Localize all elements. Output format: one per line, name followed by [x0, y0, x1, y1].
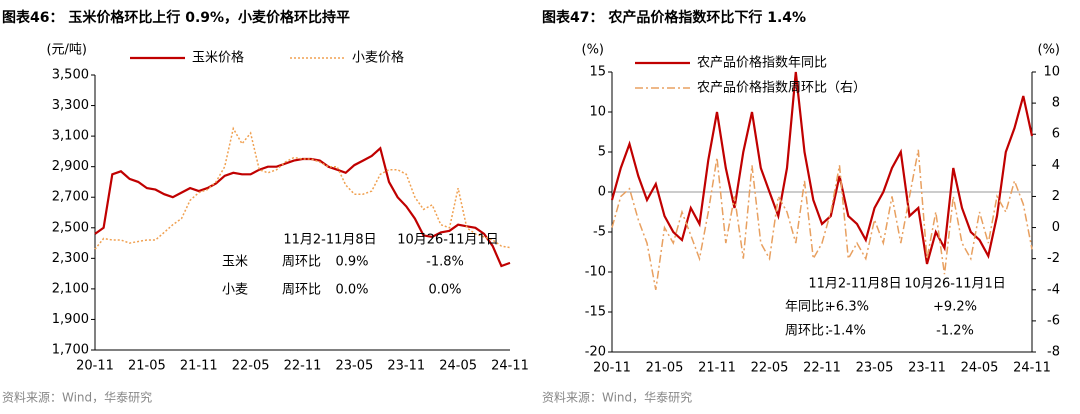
annotation-header: 10月26-11月1日 [397, 233, 499, 248]
y-axis-label: (%) [582, 43, 605, 58]
x-tick-label: 21-05 [646, 361, 684, 376]
annotation-cell: +6.3% [825, 300, 869, 315]
y-axis-label: (元/吨) [46, 43, 87, 58]
annotation-cell: 年同比： [785, 300, 837, 315]
y2-tick-label: 0 [1052, 220, 1060, 235]
series-line [94, 146, 511, 268]
x-tick-label: 23-11 [387, 359, 425, 374]
y-tick-label: 2,900 [52, 159, 89, 174]
annotation-cell: 0.0% [428, 283, 461, 298]
y-tick-label: -5 [593, 225, 606, 240]
x-tick-label: 20-11 [593, 361, 631, 376]
annotation-cell: 周环比： [785, 324, 837, 339]
y2-tick-label: 6 [1052, 127, 1060, 142]
y2-tick-label: 8 [1052, 96, 1060, 111]
source: 资料来源：Wind，华泰研究 [2, 390, 152, 405]
source: 资料来源：Wind，华泰研究 [542, 390, 692, 405]
y-tick-label: 10 [589, 105, 606, 120]
y-tick-label: -15 [585, 305, 606, 320]
annotation-cell: 0.0% [335, 283, 368, 298]
y-tick-label: 3,500 [52, 68, 89, 83]
annotation-cell: 周环比 [282, 283, 321, 298]
y2-tick-label: -8 [1047, 345, 1060, 360]
x-tick-label: 23-05 [335, 359, 373, 374]
y2-tick-label: 4 [1052, 158, 1060, 173]
y2-tick-label: -4 [1047, 282, 1060, 297]
y2-axis-label: (%) [1038, 43, 1061, 58]
legend-label: 农产品价格指数年同比 [697, 55, 827, 71]
chart: 图表47： 农产品价格指数环比下行 1.4% (%) (%) 资料来源：Wind，华泰… [542, 9, 1061, 405]
series-line [611, 149, 1033, 290]
legend-label: 玉米价格 [192, 50, 244, 66]
annotation-cell: 0.9% [335, 255, 368, 270]
x-tick-label: 22-11 [284, 359, 322, 374]
y-tick-label: 2,500 [52, 220, 89, 235]
x-tick-label: 24-05 [439, 359, 477, 374]
x-tick-label: 24-05 [961, 361, 999, 376]
x-tick-label: 23-05 [856, 361, 894, 376]
y-tick-label: 1,900 [52, 312, 89, 327]
annotation-cell: -1.2% [936, 324, 974, 339]
x-tick-label: 22-05 [232, 359, 270, 374]
y2-tick-label: -6 [1047, 313, 1060, 328]
annotation-cell: 周环比 [282, 255, 321, 270]
x-tick-label: 22-11 [803, 361, 841, 376]
annotation-cell: +9.2% [933, 300, 977, 315]
chart-title: 图表46： 玉米价格环比上行 0.9%，小麦价格环比持平 [2, 9, 350, 26]
y-tick-label: 15 [589, 65, 606, 80]
x-tick-label: 23-11 [908, 361, 946, 376]
y-tick-label: 2,100 [52, 281, 89, 296]
x-tick-label: 24-11 [491, 359, 529, 374]
chart-title: 图表47： 农产品价格指数环比下行 1.4% [542, 9, 806, 26]
x-tick-label: 21-11 [180, 359, 218, 374]
annotation-cell: -1.4% [828, 324, 866, 339]
annotation-cell: 小麦 [222, 283, 248, 298]
series-line [610, 71, 1034, 265]
y2-tick-label: -2 [1047, 251, 1060, 266]
y2-tick-label: 10 [1043, 65, 1060, 80]
annotation-header: 11月2-11月8日 [283, 233, 376, 248]
x-tick-label: 20-11 [76, 359, 114, 374]
annotation-header: 11月2-11月8日 [808, 277, 901, 292]
y2-tick-label: 2 [1052, 189, 1060, 204]
chart: 图表46： 玉米价格环比上行 0.9%，小麦价格环比持平 (元/吨) 资料来源：Wi… [2, 9, 529, 405]
y-tick-label: 3,100 [52, 129, 89, 144]
legend-label: 农产品价格指数周环比（右） [697, 80, 866, 96]
y-tick-label: 1,700 [52, 343, 89, 358]
y-tick-label: 5 [598, 145, 606, 160]
x-tick-label: 21-11 [698, 361, 736, 376]
y-tick-label: 2,300 [52, 251, 89, 266]
x-tick-label: 24-11 [1013, 361, 1051, 376]
annotation-header: 10月26-11月1日 [904, 277, 1006, 292]
legend-label: 小麦价格 [352, 50, 404, 66]
y-tick-label: 2,700 [52, 190, 89, 205]
y-tick-label: 0 [598, 185, 606, 200]
annotation-cell: -1.8% [426, 255, 464, 270]
annotation-cell: 玉米 [222, 255, 248, 270]
x-tick-label: 22-05 [751, 361, 789, 376]
y-tick-label: 3,300 [52, 98, 89, 113]
y-tick-label: -10 [585, 265, 606, 280]
y-tick-label: -20 [585, 345, 606, 360]
x-tick-label: 21-05 [128, 359, 166, 374]
